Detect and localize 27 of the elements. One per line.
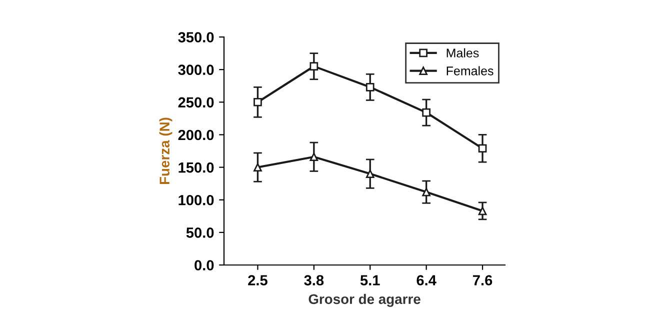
x-axis-title: Grosor de agarre: [308, 294, 420, 307]
point: [310, 62, 318, 70]
y-tick-label: 100.0: [178, 194, 214, 206]
y-tick-label: 250.0: [178, 97, 214, 108]
point: [366, 82, 374, 92]
point: [254, 98, 262, 106]
legend-label: Males: [446, 48, 479, 58]
point: [422, 188, 430, 196]
point: [478, 144, 487, 153]
x-tick-label: 6.4: [416, 275, 436, 286]
y-tick-label: 300.0: [178, 64, 214, 76]
x-tick-label: 2.5: [248, 275, 268, 286]
x-tick-label: 5.1: [360, 275, 380, 286]
y-tick-label: 350.0: [178, 32, 214, 42]
y-tick-label: 50.0: [186, 228, 214, 238]
legend-label: Females: [446, 66, 494, 76]
point: [254, 163, 262, 172]
x-tick-label: 3.8: [304, 275, 324, 286]
y-tick-label: 0.0: [194, 260, 214, 270]
y-tick-label: 150.0: [178, 162, 214, 173]
point: [422, 108, 430, 117]
point: [478, 206, 487, 216]
point: [310, 152, 318, 162]
x-tick-label: 7.6: [473, 275, 492, 286]
y-axis-title: Fuerza (N): [159, 118, 172, 184]
point: [366, 170, 374, 178]
y-tick-label: 200.0: [178, 130, 214, 140]
